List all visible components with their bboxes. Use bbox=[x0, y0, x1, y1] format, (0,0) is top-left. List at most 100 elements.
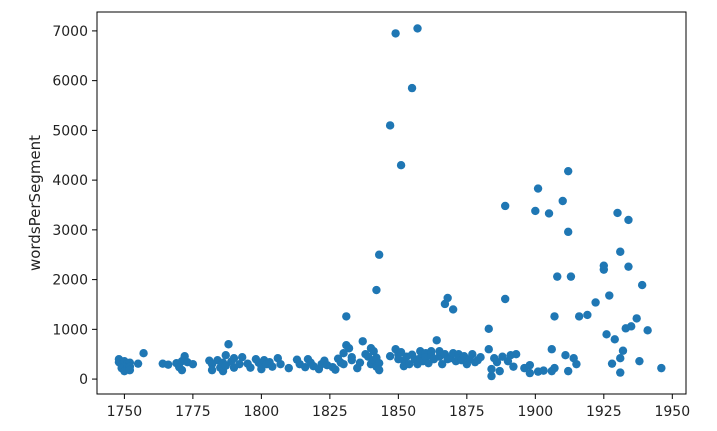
data-point bbox=[531, 206, 540, 216]
data-point bbox=[583, 310, 592, 320]
data-point bbox=[164, 360, 173, 369]
data-point bbox=[372, 285, 381, 295]
data-point bbox=[591, 298, 600, 307]
x-axis-ticks: 1750 1775 1800 1825 1850 1875 1900 1925 1950 bbox=[107, 394, 690, 420]
data-point bbox=[616, 247, 625, 256]
y-tick-label: 1000 bbox=[52, 322, 88, 338]
x-tick-label: 1825 bbox=[312, 404, 348, 420]
data-point bbox=[177, 365, 187, 375]
data-point bbox=[564, 366, 573, 376]
data-point bbox=[396, 160, 406, 170]
data-point bbox=[369, 347, 378, 356]
data-point bbox=[468, 350, 477, 359]
data-point bbox=[618, 346, 628, 355]
data-point bbox=[627, 322, 636, 331]
data-point bbox=[268, 362, 277, 371]
data-point bbox=[657, 363, 666, 373]
x-tick-label: 1925 bbox=[586, 404, 622, 420]
data-point bbox=[374, 250, 384, 259]
data-point bbox=[276, 359, 285, 369]
data-point bbox=[632, 314, 641, 323]
data-point bbox=[602, 330, 611, 339]
data-point bbox=[358, 337, 367, 346]
data-point bbox=[235, 359, 244, 369]
data-point bbox=[139, 349, 148, 358]
data-point bbox=[635, 356, 644, 366]
data-point bbox=[572, 359, 581, 369]
data-point bbox=[525, 368, 535, 378]
x-tick-label: 1900 bbox=[518, 404, 554, 420]
data-point bbox=[487, 371, 496, 381]
data-point bbox=[500, 201, 510, 211]
data-point bbox=[509, 362, 518, 371]
data-point bbox=[564, 227, 573, 237]
data-point bbox=[374, 365, 384, 375]
x-tick-label: 1750 bbox=[107, 404, 143, 420]
data-point bbox=[125, 365, 135, 375]
data-point bbox=[550, 312, 559, 321]
data-point bbox=[385, 351, 395, 361]
y-tick-label: 0 bbox=[79, 372, 88, 388]
data-point bbox=[133, 359, 143, 368]
data-point bbox=[607, 359, 617, 368]
data-point bbox=[374, 358, 384, 368]
data-point bbox=[610, 335, 619, 344]
data-point bbox=[476, 352, 485, 362]
data-point bbox=[331, 365, 340, 374]
y-tick-label: 3000 bbox=[52, 223, 88, 239]
y-axis-ticks: 0 1000 2000 3000 4000 5000 6000 7000 bbox=[52, 24, 97, 388]
data-point bbox=[407, 83, 417, 93]
data-point bbox=[624, 262, 633, 271]
data-point bbox=[616, 353, 625, 363]
data-point bbox=[574, 312, 584, 321]
x-tick-label: 1875 bbox=[449, 404, 485, 420]
data-point bbox=[511, 350, 521, 359]
data-point bbox=[413, 24, 422, 33]
data-point bbox=[550, 363, 559, 373]
data-point bbox=[443, 293, 452, 303]
data-point bbox=[237, 352, 247, 362]
data-point bbox=[533, 184, 543, 193]
y-tick-label: 7000 bbox=[52, 24, 88, 40]
data-point bbox=[207, 365, 217, 375]
data-point bbox=[613, 208, 622, 218]
data-point bbox=[405, 359, 414, 369]
data-point bbox=[492, 357, 502, 367]
data-point bbox=[558, 196, 567, 206]
data-point bbox=[224, 340, 233, 349]
data-point bbox=[385, 121, 395, 130]
data-point bbox=[500, 294, 510, 304]
data-point bbox=[257, 364, 266, 374]
data-point bbox=[229, 353, 239, 363]
y-tick-label: 6000 bbox=[52, 74, 88, 90]
data-point bbox=[539, 366, 548, 375]
data-point bbox=[339, 349, 348, 358]
x-tick-label: 1800 bbox=[244, 404, 280, 420]
data-point bbox=[495, 366, 504, 376]
x-tick-label: 1775 bbox=[175, 404, 211, 420]
data-point bbox=[339, 359, 348, 369]
data-point bbox=[547, 345, 556, 354]
data-point bbox=[643, 326, 652, 335]
data-point bbox=[561, 351, 570, 360]
data-point bbox=[427, 347, 436, 356]
data-point bbox=[544, 209, 554, 218]
data-point bbox=[605, 291, 614, 300]
y-axis-label: wordsPerSegment bbox=[26, 135, 44, 271]
data-point bbox=[344, 344, 354, 353]
data-point bbox=[484, 345, 493, 354]
data-point bbox=[391, 29, 400, 38]
data-point bbox=[553, 272, 562, 281]
data-point bbox=[188, 359, 198, 369]
data-point bbox=[221, 351, 230, 360]
y-tick-label: 5000 bbox=[52, 123, 88, 139]
x-tick-label: 1850 bbox=[381, 404, 417, 420]
data-point bbox=[487, 364, 496, 374]
data-point bbox=[599, 265, 609, 274]
data-point bbox=[525, 360, 535, 370]
data-point bbox=[284, 363, 293, 373]
data-point bbox=[448, 305, 458, 314]
data-point bbox=[437, 359, 447, 369]
y-tick-label: 4000 bbox=[52, 173, 88, 189]
